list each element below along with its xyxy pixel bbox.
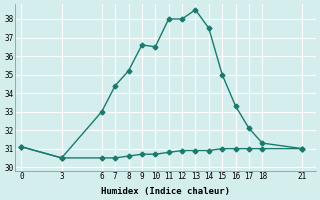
X-axis label: Humidex (Indice chaleur): Humidex (Indice chaleur) xyxy=(101,187,230,196)
